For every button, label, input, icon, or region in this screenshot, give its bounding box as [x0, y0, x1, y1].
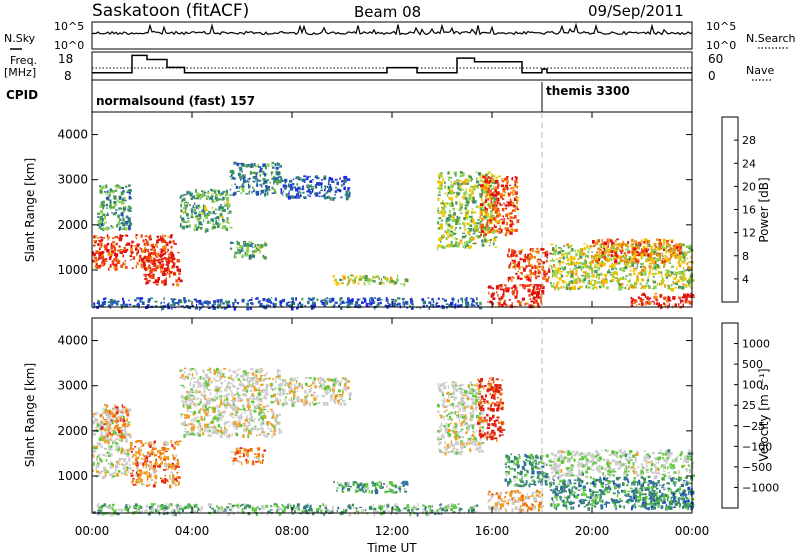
echo-region — [93, 503, 479, 517]
echo-region — [92, 408, 132, 480]
date-title: 09/Sep/2011 — [588, 2, 684, 20]
echo-region — [477, 377, 506, 442]
nsearch-tick-top: 10^5 — [706, 20, 736, 33]
nsky-trace — [91, 22, 693, 36]
nave-tick-top: 60 — [708, 52, 723, 66]
power-ylabel: Slant Range [km] — [23, 158, 37, 262]
colorbar-tick-label: 16 — [742, 204, 756, 217]
power-axes: 1000 2000 3000 4000 — [57, 112, 693, 307]
echo-region — [129, 440, 182, 489]
velocity-ylabel: Slant Range [km] — [23, 363, 37, 467]
nave-label: Nave — [746, 64, 774, 77]
freq-panel — [91, 51, 693, 81]
freq-trace — [92, 54, 692, 74]
colorbar-tick-label: −25 — [742, 420, 765, 433]
echo-region — [279, 376, 352, 407]
freq-tick-top: 18 — [58, 52, 73, 66]
nsearch-tick-bottom: 10^0 — [706, 39, 736, 52]
echo-region — [229, 161, 282, 197]
colorbar-tick-label: 12 — [742, 227, 756, 240]
echo-region — [487, 283, 545, 309]
y-tick-label: 2000 — [57, 218, 88, 232]
nsky-tick-bottom: 10^0 — [54, 39, 84, 52]
x-tick-label: 00:00 — [75, 524, 110, 538]
x-tick-label: 04:00 — [175, 524, 210, 538]
y-tick-label: 1000 — [57, 469, 88, 483]
y-tick-label: 4000 — [57, 334, 88, 348]
y-tick-label: 3000 — [57, 379, 88, 393]
cpid-label: CPID — [6, 88, 38, 102]
echo-region — [230, 447, 267, 466]
x-tick-label: 00:00 — [675, 524, 710, 538]
echo-region — [629, 489, 695, 511]
echo-region — [549, 476, 695, 511]
echo-region — [437, 381, 486, 456]
echo-region — [92, 297, 483, 311]
nsky-tick-top: 10^5 — [54, 20, 84, 33]
colorbar-tick-label: 28 — [742, 134, 756, 147]
nsearch-label: N.Search — [746, 32, 796, 45]
freq-label-2: [MHz] — [4, 66, 36, 79]
y-tick-label: 1000 — [57, 263, 88, 277]
x-tick-label: 08:00 — [275, 524, 310, 538]
x-tick-label: 12:00 — [375, 524, 410, 538]
colorbar-tick-label: −500 — [742, 461, 772, 474]
beam-title: Beam 08 — [354, 3, 421, 21]
y-tick-label: 2000 — [57, 424, 88, 438]
nsky-panel — [91, 21, 693, 50]
echo-region — [630, 292, 695, 310]
echo-region — [280, 175, 351, 201]
echo-region — [333, 480, 409, 495]
echo-region — [507, 247, 553, 283]
colorbar-tick-label: 1000 — [742, 338, 770, 351]
freq-tick-bottom: 8 — [64, 69, 72, 83]
colorbar-tick-label: 20 — [742, 180, 756, 193]
echo-region — [504, 453, 553, 488]
velocity-echo-layer — [92, 367, 695, 517]
echo-region — [99, 404, 130, 439]
echo-region — [179, 367, 283, 439]
echo-region — [97, 184, 133, 232]
velocity-axes: 1000 2000 3000 4000 00:00 04:00 08:00 12:00 16:0… — [57, 318, 709, 538]
cpid-segment-normalsound: normalsound (fast) 157 — [96, 94, 255, 108]
echo-region — [332, 274, 409, 287]
echo-region — [229, 240, 268, 260]
echo-region — [487, 489, 544, 513]
freq-label-1: Freq. — [10, 54, 37, 67]
echo-region — [479, 175, 520, 237]
cpid-segment-themis: themis 3300 — [546, 84, 630, 98]
colorbar-frame — [721, 322, 739, 509]
echo-region — [549, 243, 695, 292]
colorbar-tick-label: 4 — [742, 273, 749, 286]
echo-region — [592, 238, 683, 264]
echo-region — [142, 252, 183, 287]
y-tick-label: 4000 — [57, 128, 88, 142]
echo-region — [550, 449, 695, 480]
velocity-colorbar: −1000 −500 −100 −25 25 100 500 1000 — [721, 322, 779, 509]
x-tick-label: 20:00 — [575, 524, 610, 538]
colorbar-tick-label: 8 — [742, 250, 749, 263]
x-tick-label: 16:00 — [475, 524, 510, 538]
power-echo-layer — [92, 161, 695, 311]
time-xlabel: Time UT — [366, 541, 417, 554]
colorbar-tick-label: 100 — [742, 379, 763, 392]
station-title: Saskatoon (fitACF) — [92, 1, 249, 21]
power-colorbar: 4 8 12 16 20 24 28 — [721, 116, 756, 303]
colorbar-tick-label: 500 — [742, 358, 763, 371]
colorbar-tick-label: 25 — [742, 399, 756, 412]
power-colorbar-label: Power [dB] — [757, 177, 771, 242]
colorbar-tick-label: −100 — [742, 440, 772, 453]
echo-region — [92, 233, 177, 271]
y-tick-label: 3000 — [57, 173, 88, 187]
colorbar-tick-label: −1000 — [742, 481, 779, 494]
nave-tick-bottom: 0 — [708, 69, 716, 83]
echo-region — [179, 188, 233, 233]
nsky-label: N.Sky — [4, 32, 36, 45]
velocity-colorbar-label: Velocity [m s⁻¹] — [757, 368, 771, 461]
colorbar-tick-label: 24 — [742, 157, 756, 170]
